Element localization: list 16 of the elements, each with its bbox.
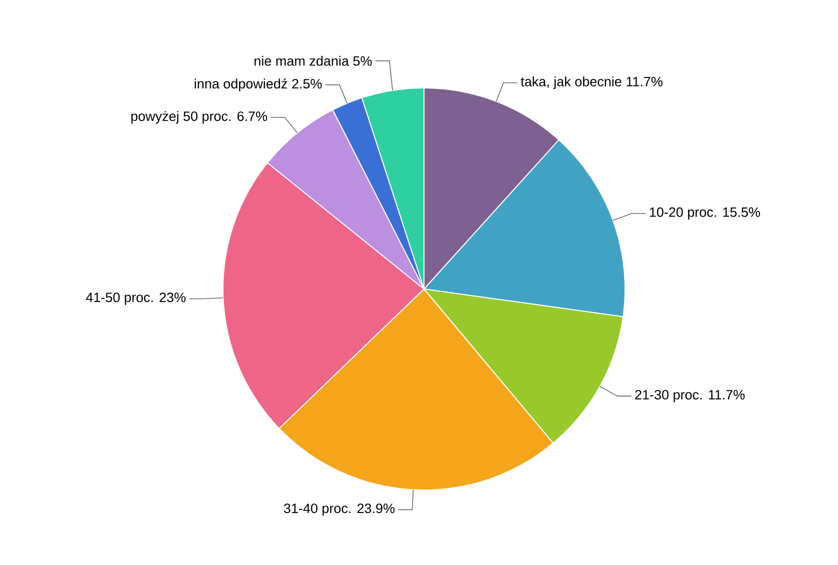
- data-label: 6.7%: [237, 111, 268, 122]
- slice-label: powyżej 50 proc.: [131, 111, 231, 124]
- slice-label: 41-50 proc.: [86, 292, 153, 305]
- slice-label: 10-20 proc.: [650, 207, 716, 220]
- data-label: 11.7%: [708, 390, 745, 400]
- data-label: 15.5%: [723, 207, 760, 217]
- data-label: 23.9%: [357, 504, 395, 514]
- data-label: 11.7%: [626, 76, 662, 86]
- slice-label: 21-30 proc.: [635, 390, 702, 402]
- data-label: 23%: [160, 292, 186, 302]
- data-label: 2.5%: [292, 78, 322, 89]
- slice-label: inna odpowiedź: [194, 78, 288, 92]
- slice-label: 31-40 proc.: [284, 504, 350, 516]
- slice-label: nie mam zdania: [254, 56, 349, 66]
- slice-label: taka, jak obecnie: [520, 76, 622, 90]
- data-label: 5%: [353, 56, 372, 66]
